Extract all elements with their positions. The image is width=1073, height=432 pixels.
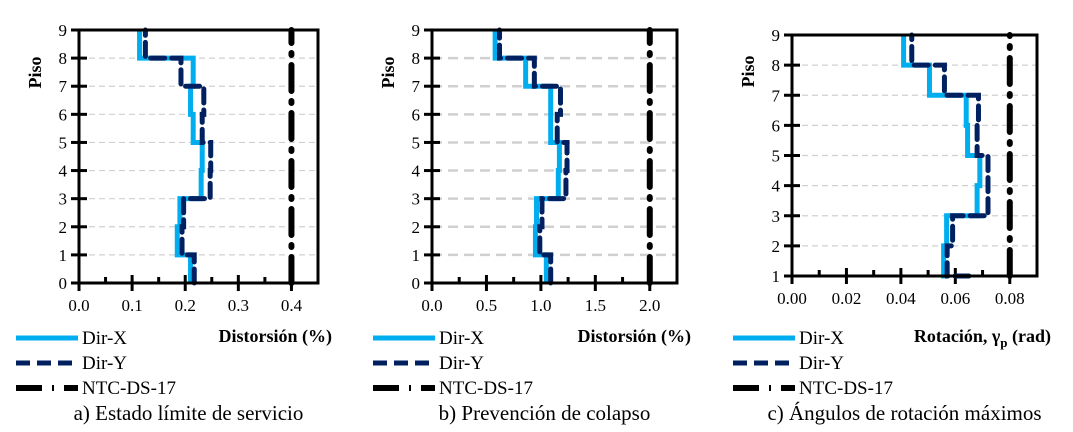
- y-tick-label: 7: [412, 77, 421, 96]
- y-tick-label: 2: [772, 237, 781, 256]
- y-tick-label: 4: [59, 162, 68, 181]
- series-dir-y: [909, 32, 991, 279]
- y-tick-label: 6: [772, 116, 781, 135]
- legend-label: NTC-DS-17: [439, 378, 533, 399]
- x-tick-label: 0.00: [777, 289, 807, 308]
- x-tick-label: 0.02: [832, 289, 862, 308]
- y-tick-label: 9: [772, 26, 781, 45]
- y-tick-label: 7: [59, 77, 68, 96]
- chart-caption: c) Ángulos de rotación máximos: [767, 401, 1041, 425]
- y-tick-label: 2: [412, 218, 421, 237]
- y-tick-label: 7: [772, 86, 781, 105]
- series-dir-y: [497, 27, 570, 286]
- y-axis-label: Piso: [25, 57, 45, 89]
- y-axis-label: Piso: [738, 56, 758, 88]
- chart-2: 0 1 2 3 4 5 6 7 8 9 0.0 0.5 1.0 1.5 2.0 Piso Distorsión …: [373, 21, 691, 425]
- y-tick-label: 1: [412, 246, 421, 265]
- y-tick-label: 0: [59, 274, 68, 293]
- y-tick-label: 9: [59, 21, 68, 40]
- legend-label: Dir-X: [82, 328, 127, 349]
- x-axis-label: Distorsión (%): [219, 326, 333, 347]
- y-tick-label: 4: [772, 177, 781, 196]
- legend-label: Dir-Y: [799, 353, 844, 374]
- y-tick-label: 8: [772, 56, 781, 75]
- y-tick-label: 4: [412, 162, 421, 181]
- x-tick-label: 1.5: [585, 296, 606, 315]
- y-tick-label: 1: [59, 246, 68, 265]
- plot-frame: [77, 28, 320, 285]
- y-tick-label: 5: [59, 133, 68, 152]
- x-tick-label: 0.4: [281, 296, 303, 315]
- y-tick-label: 5: [772, 147, 781, 166]
- plot-frame: [790, 33, 1039, 278]
- series-dir-x: [492, 30, 562, 283]
- legend-label: Dir-Y: [439, 353, 484, 374]
- y-tick-label: 6: [412, 105, 421, 124]
- x-tick-label: 0.0: [68, 296, 89, 315]
- y-tick-label: 3: [59, 190, 68, 209]
- x-tick-label: 0.3: [228, 296, 249, 315]
- x-axis-label: Rotación, γp (rad): [914, 326, 1051, 350]
- y-tick-label: 5: [412, 133, 421, 152]
- legend-label: Dir-X: [439, 328, 484, 349]
- y-tick-label: 6: [59, 105, 68, 124]
- y-tick-label: 8: [412, 49, 421, 68]
- legend-label: NTC-DS-17: [799, 378, 893, 399]
- legend-label: Dir-X: [799, 328, 844, 349]
- x-tick-label: 0.1: [121, 296, 142, 315]
- series-dir-y: [142, 27, 214, 286]
- y-tick-label: 8: [59, 49, 68, 68]
- chart-caption: b) Prevención de colapso: [439, 401, 651, 425]
- x-tick-label: 0.06: [940, 289, 970, 308]
- x-tick-label: 1.0: [530, 296, 551, 315]
- y-tick-label: 0: [412, 274, 421, 293]
- chart-1: 0 1 2 3 4 5 6 7 8 9 0.0 0.1 0.2 0.3 0.4 Piso Distorsión …: [16, 21, 332, 425]
- y-tick-label: 3: [772, 207, 781, 226]
- y-tick-label: 2: [59, 218, 68, 237]
- legend-label: NTC-DS-17: [82, 378, 176, 399]
- legend-label: Dir-Y: [82, 353, 127, 374]
- y-tick-label: 9: [412, 21, 421, 40]
- x-tick-label: 0.2: [175, 296, 196, 315]
- x-tick-label: 2.0: [639, 296, 660, 315]
- plot-frame: [430, 28, 679, 285]
- x-tick-label: 0.08: [995, 289, 1025, 308]
- chart-caption: a) Estado límite de servicio: [74, 401, 304, 425]
- x-tick-label: 0.5: [476, 296, 497, 315]
- y-axis-label: Piso: [378, 57, 398, 89]
- series-dir-x: [137, 30, 205, 283]
- y-tick-label: 1: [772, 267, 781, 286]
- y-tick-label: 3: [412, 190, 421, 209]
- x-tick-label: 0.0: [421, 296, 442, 315]
- x-tick-label: 0.04: [886, 289, 916, 308]
- chart-3: 1 2 3 4 5 6 7 8 9 0.00 0.02 0.04 0.06 0.08 Piso Rotació…: [733, 26, 1051, 425]
- x-axis-label: Distorsión (%): [578, 326, 692, 347]
